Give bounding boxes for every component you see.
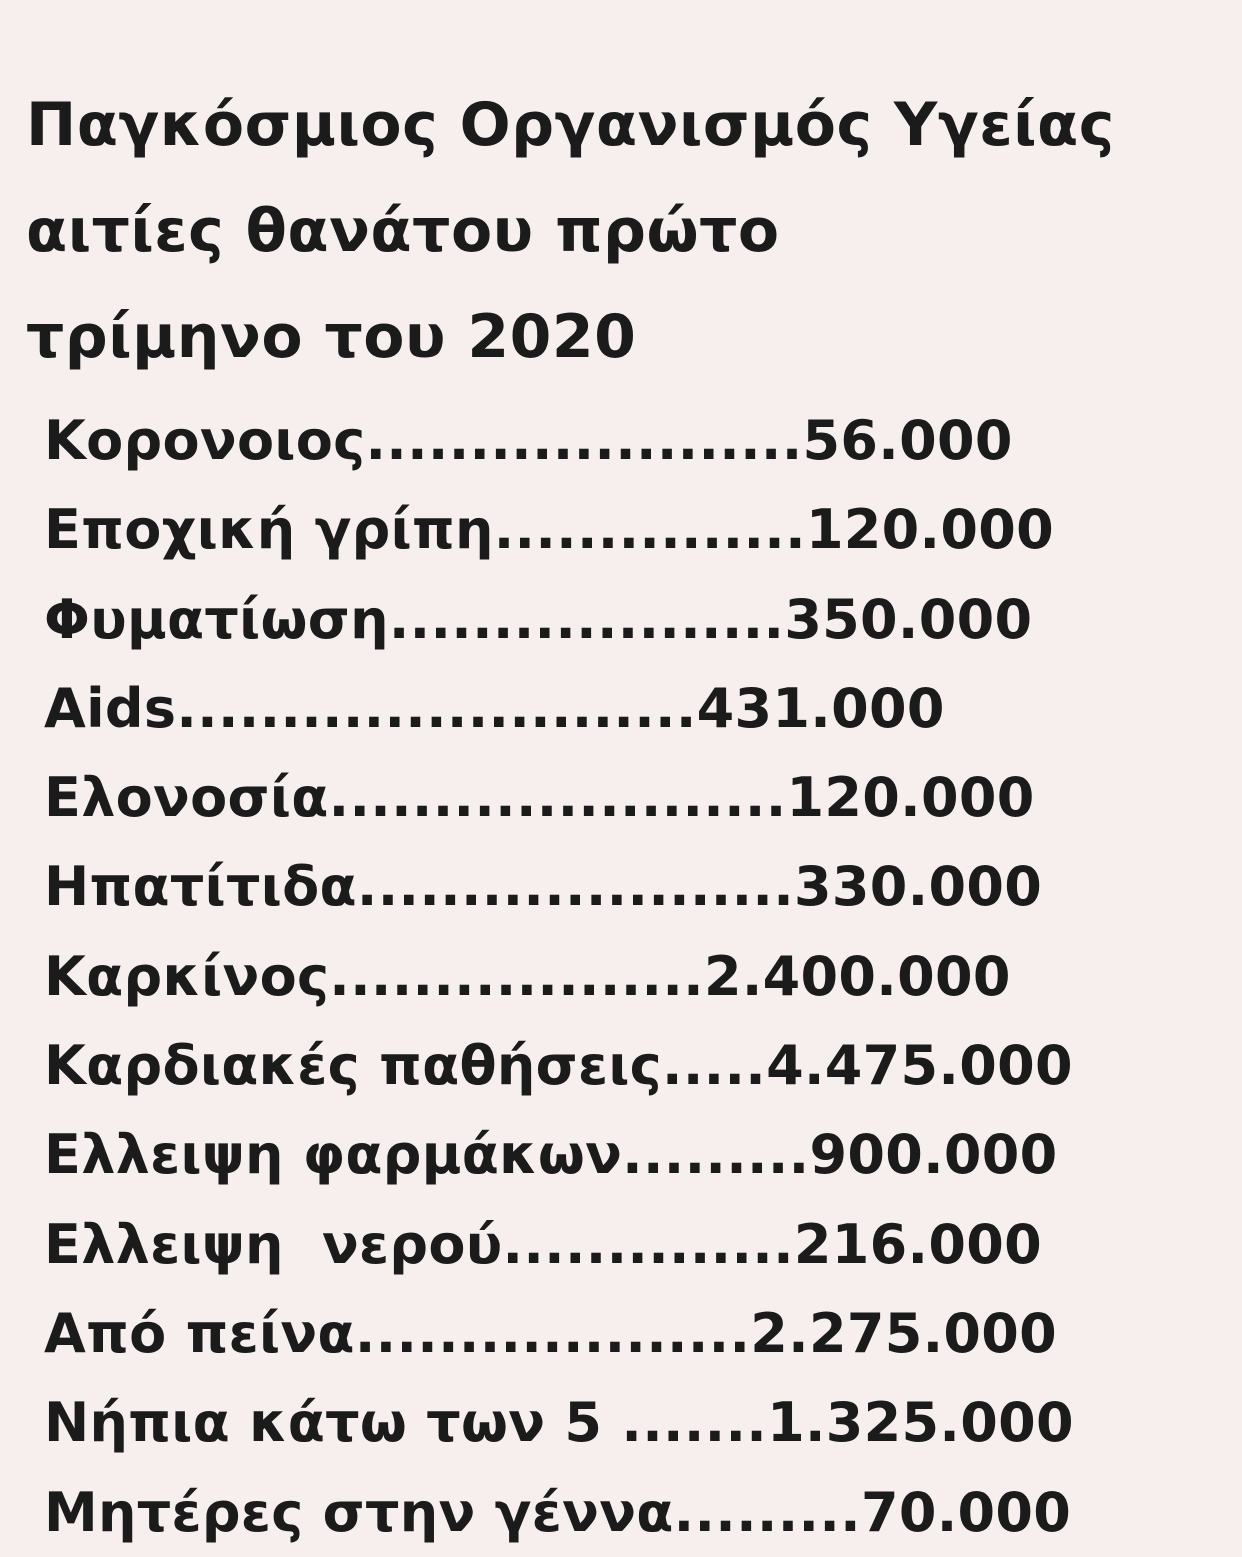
row-label: Ελλειψη νερού: [44, 1212, 503, 1276]
page-title: Παγκόσμιος Οργανισμός Υγείας αιτίες θανά…: [26, 72, 1115, 390]
row-leader: ......................: [328, 766, 787, 830]
row-value: 4.475.000: [766, 1034, 1073, 1098]
list-item: Ελλειψη νερού..............216.000: [44, 1200, 1074, 1289]
row-leader: ...................: [354, 1301, 751, 1365]
row-value: 900.000: [809, 1123, 1058, 1187]
list-item: Νήπια κάτω των 5 .......1.325.000: [44, 1378, 1074, 1467]
row-value: 2.400.000: [703, 944, 1011, 1008]
row-leader: .........: [622, 1123, 810, 1187]
row-label: Ελλειψη φαρμάκων: [44, 1123, 623, 1187]
list-item: Μητέρες στην γέννα.........70.000: [44, 1468, 1074, 1557]
title-line: αιτίες θανάτου πρώτο: [26, 196, 780, 266]
row-label: Νήπια κάτω των 5: [44, 1391, 603, 1455]
row-label: Καρκίνος: [44, 944, 330, 1008]
row-value: 216.000: [793, 1212, 1042, 1276]
list-item: Φυματίωση...................350.000: [44, 575, 1074, 664]
row-value: 56.000: [802, 409, 1013, 472]
row-value: 120.000: [805, 498, 1054, 562]
row-label: Από πείνα: [44, 1301, 355, 1365]
row-label: Καρδιακές παθήσεις: [44, 1034, 662, 1098]
list-item: Ελλειψη φαρμάκων.........900.000: [44, 1110, 1074, 1199]
row-leader: .........: [673, 1480, 861, 1544]
row-leader: .....: [662, 1034, 767, 1098]
row-value: 350.000: [784, 587, 1033, 651]
row-label: Ηπατίτιδα: [44, 855, 357, 919]
row-value: 330.000: [794, 855, 1043, 919]
row-value: 120.000: [786, 766, 1035, 830]
list-item: Από πείνα...................2.275.000: [44, 1289, 1074, 1378]
list-item: Καρδιακές παθήσεις.....4.475.000: [44, 1021, 1074, 1110]
row-label: Φυματίωση: [44, 587, 389, 651]
row-value: 2.275.000: [750, 1301, 1058, 1365]
row-leader: .......: [602, 1391, 768, 1455]
row-label: Aids: [44, 676, 177, 740]
list-item: Ηπατίτιδα.....................330.000: [44, 842, 1074, 931]
row-label: Κορονοιος: [44, 409, 366, 472]
row-label: Εποχική γρίπη: [44, 498, 494, 562]
row-leader: .....................: [365, 409, 803, 472]
row-label: Μητέρες στην γέννα: [44, 1480, 674, 1544]
list-item: Εποχική γρίπη...............120.000: [44, 485, 1074, 574]
row-leader: ..................: [329, 944, 704, 1008]
row-value: 1.325.000: [767, 1391, 1074, 1455]
list-item: Aids.........................431.000: [44, 664, 1074, 753]
causes-list: Κορονοιος.....................56.000 Εποχ…: [44, 396, 1074, 1557]
list-item: Καρκίνος..................2.400.000: [44, 932, 1074, 1021]
row-leader: ...............: [493, 498, 806, 562]
row-leader: .....................: [356, 855, 795, 919]
list-item: Ελονοσία......................120.000: [44, 753, 1074, 842]
row-value: 431.000: [696, 676, 945, 740]
row-leader: ..............: [502, 1212, 794, 1276]
row-value: 70.000: [861, 1480, 1072, 1544]
row-leader: .........................: [176, 676, 697, 740]
list-item: Κορονοιος.....................56.000: [44, 396, 1074, 485]
title-line: Παγκόσμιος Οργανισμός Υγείας: [26, 90, 1115, 160]
row-leader: ...................: [388, 587, 785, 651]
title-line: τρίμηνο του 2020: [26, 302, 637, 372]
row-label: Ελονοσία: [44, 766, 329, 830]
